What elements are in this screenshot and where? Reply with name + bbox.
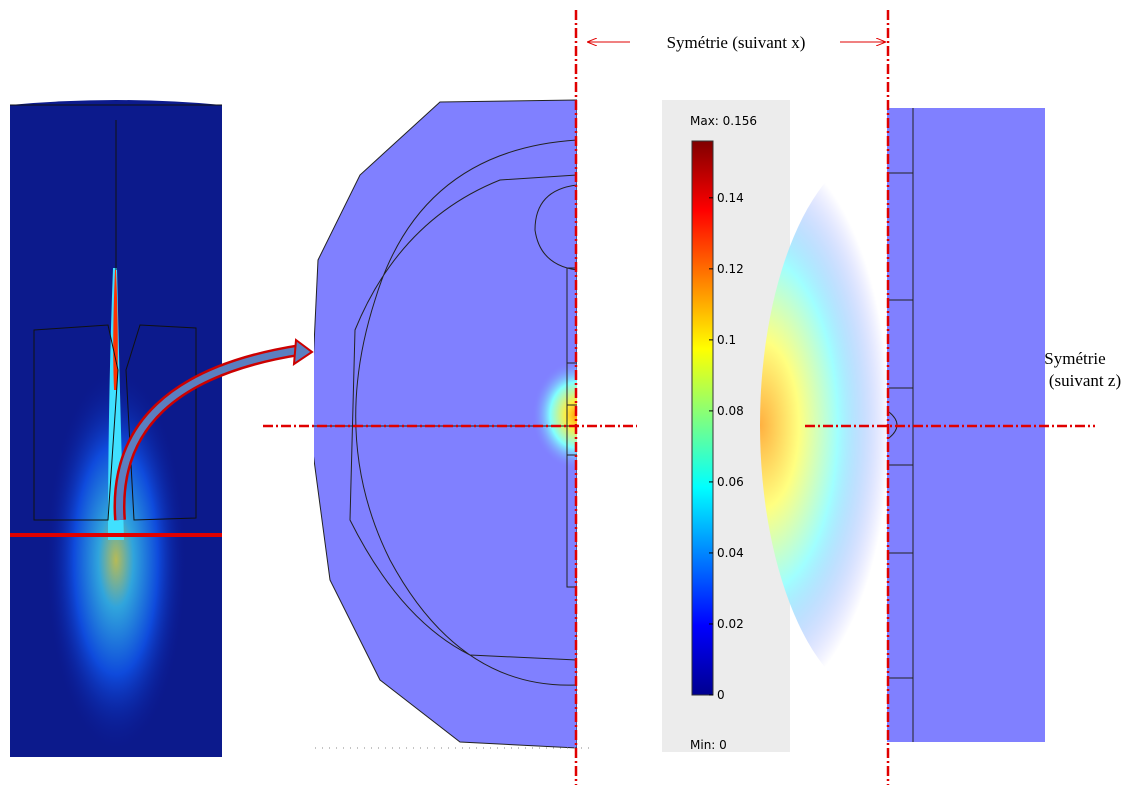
colorbar: Max: 0.156 Min: 0 0 0.02 0.04 0.06 0.08 0.1 0.…	[662, 100, 790, 752]
tick-label: 0.06	[717, 475, 744, 489]
annotation: Symétrie (suivant x)	[667, 33, 806, 52]
tick-label: 0.14	[717, 191, 744, 205]
tick-label: 0.02	[717, 617, 744, 631]
colorbar-min: Min: 0	[690, 738, 727, 752]
colorbar-max: Max: 0.156	[690, 114, 757, 128]
tick-label: 0	[717, 688, 725, 702]
annotation: Symétrie	[1044, 349, 1105, 368]
left-panel	[10, 100, 314, 757]
tick-label: 0.04	[717, 546, 744, 560]
right-panel	[760, 108, 1045, 742]
middle-panel	[314, 99, 577, 749]
symmetry-lines	[263, 10, 1095, 785]
annotation: (suivant z)	[1049, 371, 1121, 390]
tick-label: 0.08	[717, 404, 744, 418]
tick-label: 0.12	[717, 262, 744, 276]
tick-label: 0.1	[717, 333, 736, 347]
